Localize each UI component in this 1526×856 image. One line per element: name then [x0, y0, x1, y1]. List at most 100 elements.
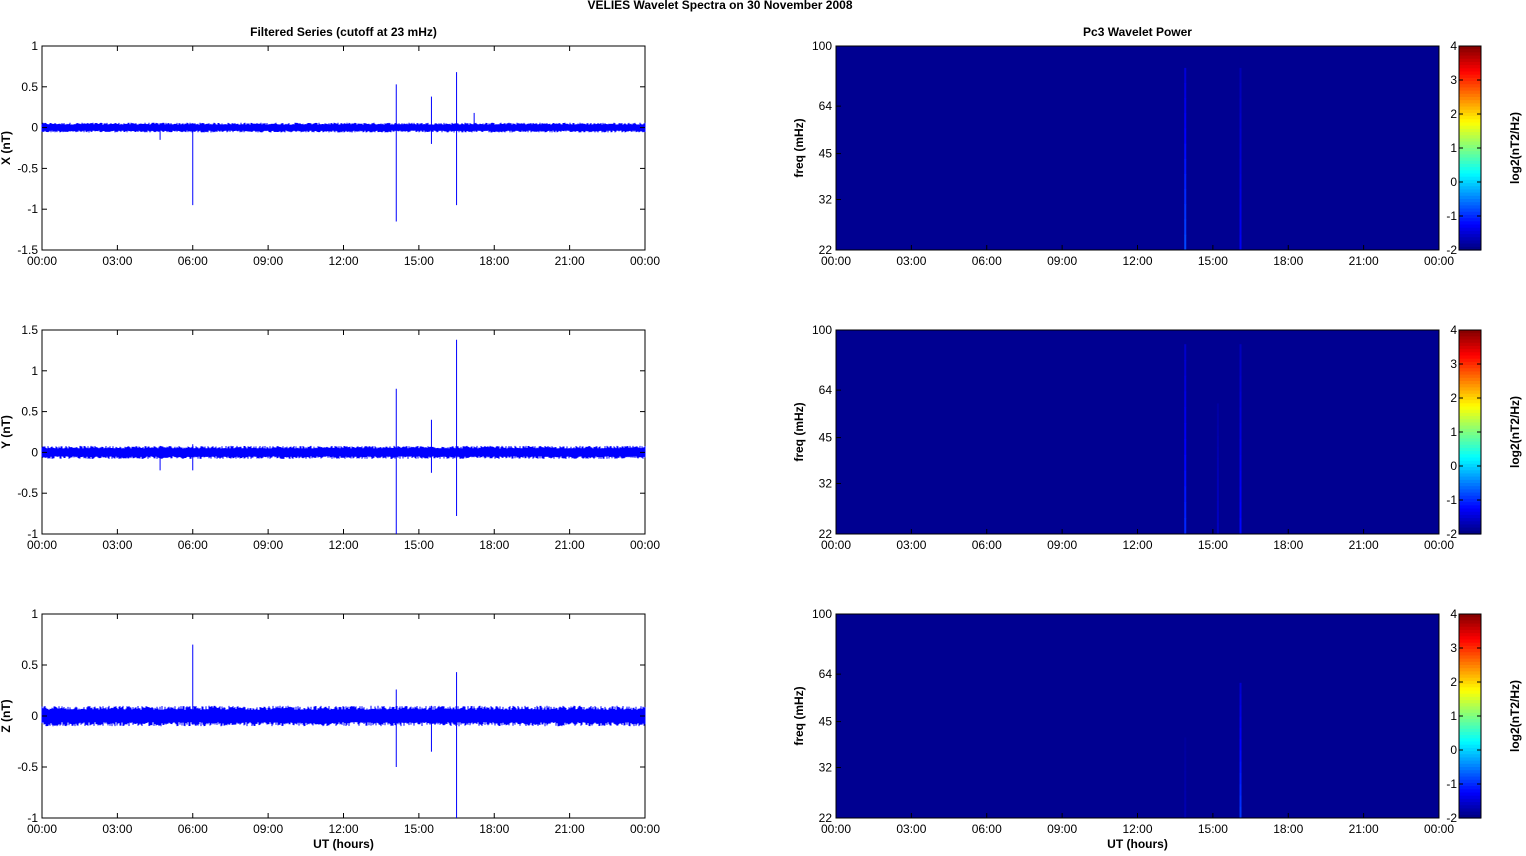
wavelet-event [1239, 705, 1242, 718]
colorbar-swatch [1459, 744, 1481, 749]
y-axis-label: freq (mHz) [792, 118, 806, 177]
colorbar-swatch [1459, 384, 1481, 388]
colorbar-swatch [1459, 46, 1481, 50]
colorbar-swatch [1459, 412, 1481, 417]
colorbar-swatch [1459, 629, 1481, 634]
colorbar-swatch [1459, 68, 1481, 73]
colorbar-swatch [1459, 58, 1481, 63]
colorbar-swatch [1459, 652, 1481, 657]
colorbar-swatch [1459, 61, 1481, 66]
wavelet-event [1239, 454, 1242, 472]
x-tick-label: 12:00 [328, 254, 358, 268]
colorbar-tick-label: -1 [1446, 493, 1457, 507]
colorbar-tick-label: 1 [1450, 425, 1457, 439]
colorbar-swatch [1459, 495, 1481, 500]
colorbar-swatch [1459, 135, 1481, 140]
colorbar-label: log2(nT2/Hz) [1508, 396, 1522, 468]
x-tick-label: 21:00 [555, 538, 585, 552]
y-tick-label: -1 [27, 811, 38, 825]
wavelet-event [1216, 436, 1219, 448]
y-axis-label: freq (mHz) [792, 686, 806, 745]
colorbar-swatch [1459, 371, 1481, 376]
colorbar-swatch [1459, 719, 1481, 723]
colorbar-swatch [1459, 349, 1481, 353]
wavelet-event [1184, 757, 1187, 765]
wavelet-event [1239, 772, 1242, 785]
colorbar-swatch [1459, 365, 1481, 369]
colorbar-swatch [1459, 144, 1481, 149]
plot-area [41, 329, 646, 535]
colorbar-swatch [1459, 617, 1481, 621]
colorbar-swatch [1459, 361, 1481, 366]
x-tick-label: 00:00 [1424, 822, 1454, 836]
colorbar-swatch [1459, 511, 1481, 516]
colorbar-swatch [1459, 387, 1481, 392]
wavelet-event [1184, 744, 1187, 752]
wavelet-event [1184, 174, 1187, 190]
heatmap-background [836, 330, 1439, 534]
x-tick-label: 12:00 [1122, 254, 1152, 268]
y-tick-label: 1 [31, 39, 38, 53]
colorbar-swatch [1459, 173, 1481, 178]
x-tick-label: 15:00 [1198, 254, 1228, 268]
wavelet-event [1184, 454, 1187, 472]
colorbar-swatch [1459, 454, 1481, 459]
wavelet-event [1239, 694, 1242, 706]
plot-area [41, 45, 646, 251]
x-tick-label: 21:00 [1349, 254, 1379, 268]
colorbar-swatch [1459, 403, 1481, 408]
colorbar-swatch [1459, 741, 1481, 746]
colorbar-swatch [1459, 811, 1481, 816]
colorbar-swatch [1459, 690, 1481, 695]
colorbar-swatch [1459, 352, 1481, 357]
colorbar-swatch [1459, 684, 1481, 688]
wavelet-event [1216, 403, 1219, 415]
colorbar-swatch [1459, 789, 1481, 794]
wavelet-event [1239, 375, 1242, 393]
colorbar-swatch [1459, 170, 1481, 175]
colorbar-swatch [1459, 396, 1481, 401]
colorbar-swatch [1459, 167, 1481, 171]
colorbar-tick-label: 2 [1450, 675, 1457, 689]
wavelet-event [1184, 158, 1187, 175]
y-tick-label: 22 [819, 811, 833, 825]
y-tick-label: 100 [812, 39, 832, 53]
colorbar-swatch [1459, 447, 1481, 452]
colorbar-swatch [1459, 157, 1481, 162]
x-tick-label: 12:00 [1122, 822, 1152, 836]
colorbar-swatch [1459, 716, 1481, 720]
x-tick-label: 00:00 [27, 822, 57, 836]
colorbar-swatch [1459, 151, 1481, 155]
colorbar-swatch [1459, 205, 1481, 210]
wavelet-event [1239, 219, 1242, 236]
y-tick-label: 64 [819, 99, 833, 113]
colorbar-swatch [1459, 655, 1481, 660]
colorbar-swatch [1459, 192, 1481, 197]
colorbar-swatch [1459, 432, 1481, 436]
x-tick-label: 18:00 [479, 538, 509, 552]
x-tick-label: 03:00 [896, 538, 926, 552]
y-tick-label: 1.5 [21, 323, 38, 337]
colorbar-swatch [1459, 798, 1481, 803]
wavelet-event [1239, 143, 1242, 160]
colorbar-swatch [1459, 805, 1481, 810]
y-tick-label: 64 [819, 667, 833, 681]
colorbar-swatch [1459, 626, 1481, 631]
colorbar-swatch [1459, 492, 1481, 497]
y-tick-label: 1 [31, 364, 38, 378]
colorbar-swatch [1459, 183, 1481, 187]
colorbar-swatch [1459, 735, 1481, 739]
colorbar-swatch [1459, 457, 1481, 462]
wavelet-event [1184, 502, 1187, 519]
colorbar-swatch [1459, 230, 1481, 235]
colorbar-tick-label: 3 [1450, 357, 1457, 371]
x-tick-label: 09:00 [1047, 822, 1077, 836]
wavelet-event [1239, 795, 1242, 808]
y-tick-label: 0.5 [21, 658, 38, 672]
colorbar-swatch [1459, 221, 1481, 226]
y-tick-label: -1 [27, 527, 38, 541]
colorbar-tick-label: -2 [1446, 243, 1457, 257]
wavelet-event [1184, 784, 1187, 792]
x-tick-label: 00:00 [27, 538, 57, 552]
heatmap-background [836, 614, 1439, 818]
